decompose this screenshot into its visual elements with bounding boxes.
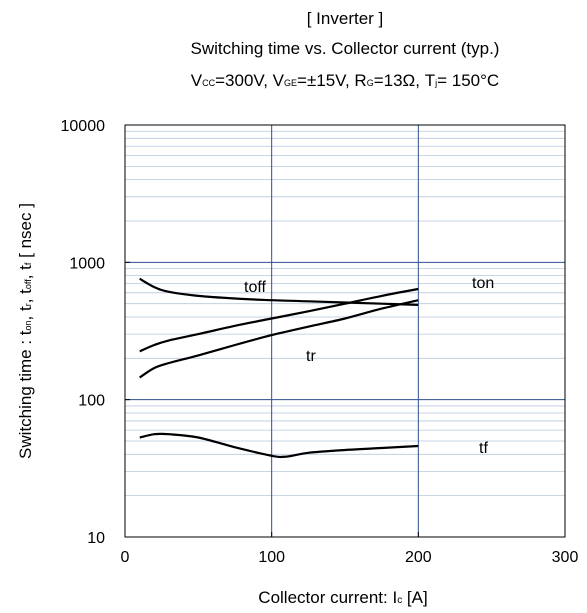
series-line-ton: [139, 287, 419, 353]
x-tick-label: 100: [258, 549, 285, 566]
series-label-toff: toff: [244, 279, 267, 296]
chart-conditions: VCC=300V, VGE=±15V, RG=13Ω, Tj= 150°C: [191, 71, 499, 90]
y-axis-label-sub-f: f: [23, 262, 33, 265]
x-tick-label: 0: [121, 549, 130, 566]
y-axis-label-sep-3: , t: [16, 265, 35, 279]
vge-subscript: GE: [284, 78, 297, 88]
y-axis-label-sub-off: off: [23, 279, 33, 289]
rg-subscript: G: [367, 78, 374, 88]
y-tick-label: 10000: [61, 118, 106, 135]
y-axis-label-sep-2: , t: [16, 289, 35, 303]
x-axis-label-subscript: c: [397, 595, 402, 606]
tj-subscript: j: [434, 78, 437, 88]
vcc-symbol: V: [191, 71, 203, 90]
series-line-tr: [139, 299, 419, 379]
series-line-tf: [139, 432, 419, 459]
minor-gridlines: [125, 130, 565, 497]
y-axis-label-sub-on: on: [23, 320, 33, 330]
series-label-ton: ton: [472, 275, 494, 292]
y-tick-label: 1000: [69, 255, 105, 272]
series-label-tr: tr: [306, 348, 316, 365]
x-axis-label-main: Collector current: I: [258, 588, 397, 607]
series-lines: [139, 277, 419, 459]
y-tick-labels: 10 100 1000 10000: [61, 118, 106, 547]
x-tick-label: 300: [552, 549, 579, 566]
vge-symbol: V: [273, 71, 285, 90]
axis-ticks: [124, 124, 566, 538]
vcc-subscript: CC: [202, 78, 215, 88]
x-tick-labels: 0 100 200 300: [121, 549, 579, 566]
y-tick-label: 100: [78, 393, 105, 410]
rg-value: =13Ω,: [374, 71, 425, 90]
chart-title: [ Inverter ]: [307, 9, 384, 28]
series-label-tf: tf: [479, 440, 488, 457]
tj-value: = 150°C: [437, 71, 499, 90]
vcc-value: =300V,: [215, 71, 273, 90]
y-axis-label: Switching time : ton, tr, toff, tf [ nse…: [16, 203, 35, 459]
major-gridlines: [125, 125, 565, 537]
y-axis-label-sub-r: r: [23, 303, 33, 306]
x-axis-label-unit: [A]: [402, 588, 428, 607]
tj-symbol: T: [425, 71, 435, 90]
series-labels: toff ton tr tf: [244, 275, 494, 457]
series-line-toff: [139, 277, 419, 306]
vge-value: =±15V,: [297, 71, 354, 90]
plot-area: [124, 124, 566, 538]
chart-subtitle: Switching time vs. Collector current (ty…: [191, 39, 500, 58]
y-tick-label: 10: [87, 530, 105, 547]
x-tick-label: 200: [405, 549, 432, 566]
y-axis-label-unit: [ nsec ]: [16, 203, 35, 263]
y-axis-label-sep-1: , t: [16, 306, 35, 320]
rg-symbol: R: [354, 71, 366, 90]
y-axis-label-main: Switching time : t: [16, 330, 35, 459]
x-axis-label: Collector current: Ic [A]: [258, 588, 427, 607]
